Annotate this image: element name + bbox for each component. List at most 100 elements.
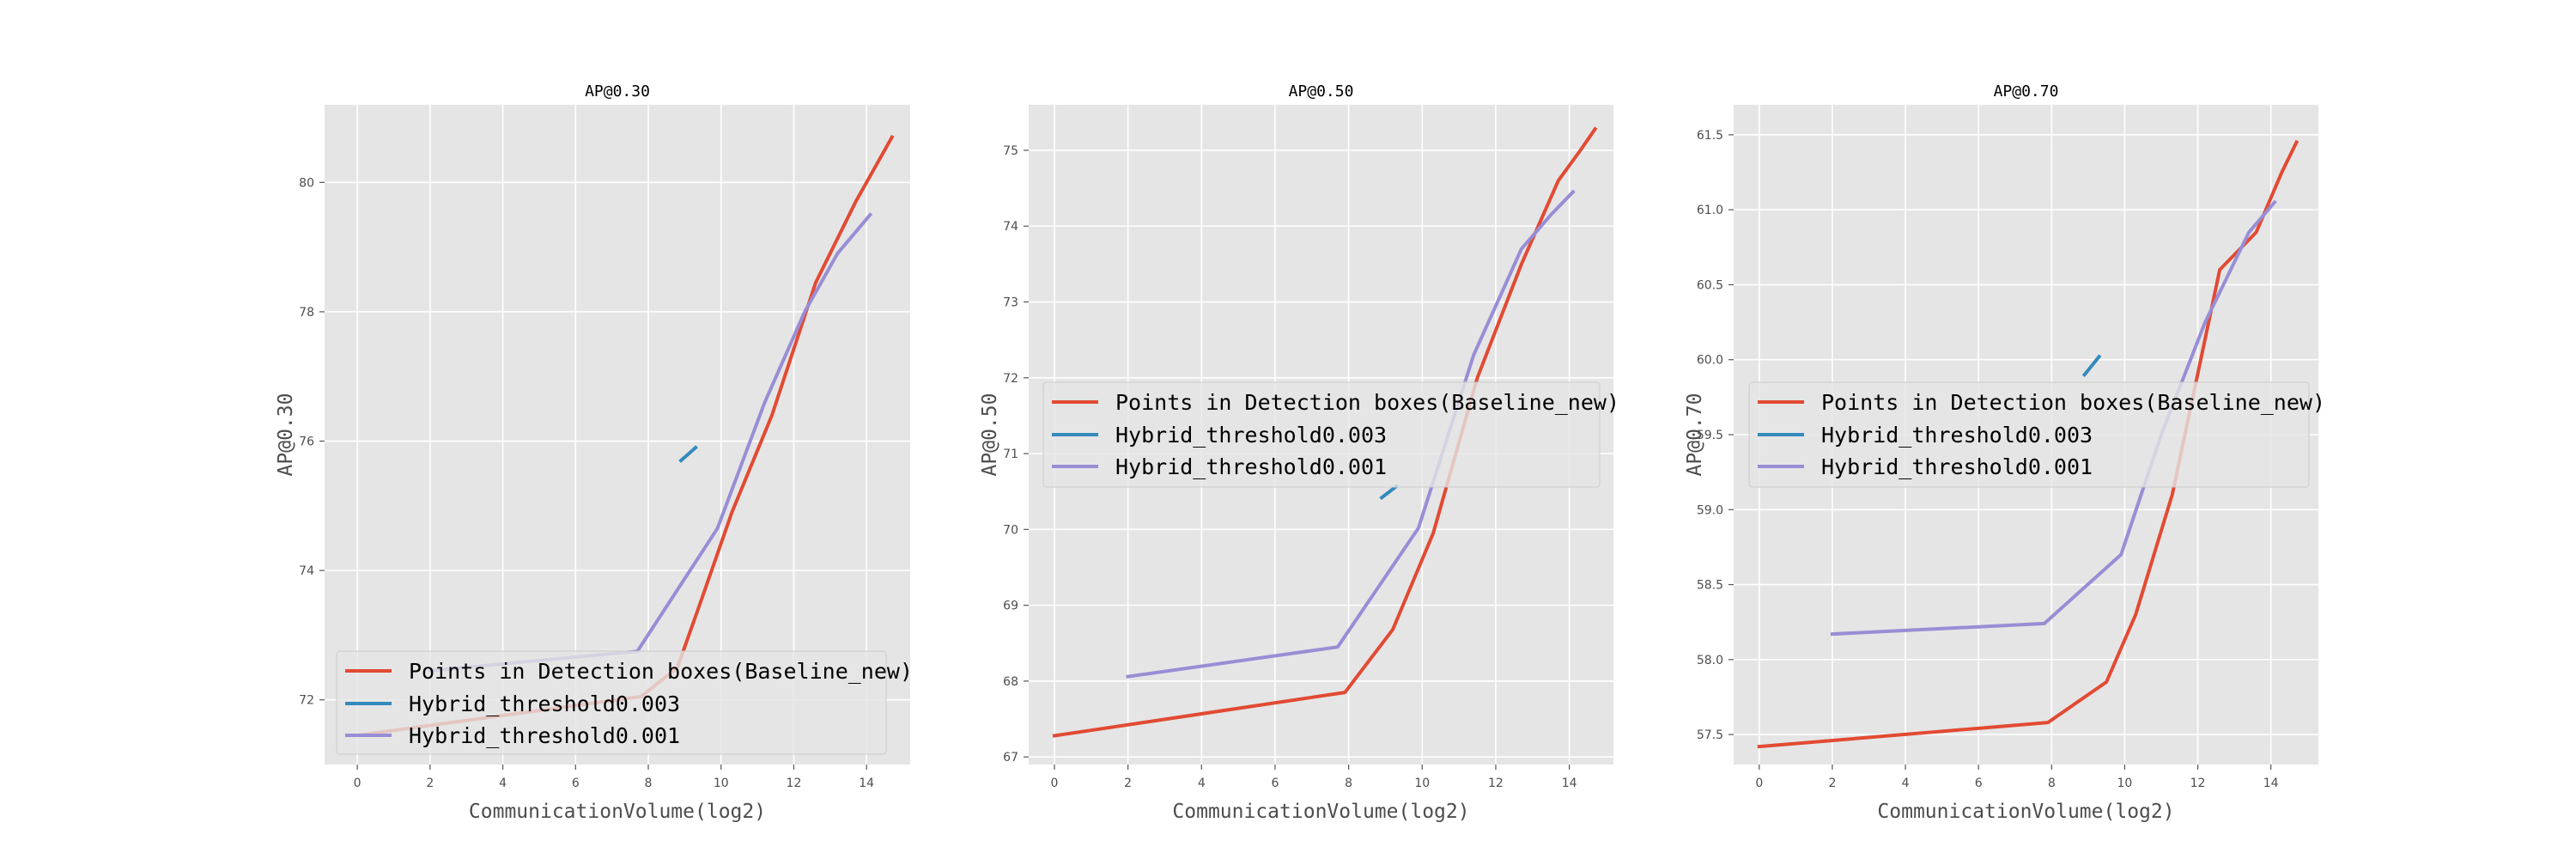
data-point — [803, 310, 806, 314]
y-tick-label: 67 — [1003, 751, 1018, 765]
data-point — [694, 446, 697, 449]
x-axis-label: CommunicationVolume(log2) — [1877, 801, 2174, 823]
y-tick-label: 61.5 — [1697, 129, 1723, 143]
y-tick-label: 59.0 — [1697, 503, 1723, 517]
data-point — [2218, 268, 2221, 271]
x-tick-label: 2 — [1124, 777, 1132, 790]
legend-label: Points in Detection boxes(Baseline_new) — [409, 659, 913, 684]
data-point — [1831, 632, 1834, 636]
legend: Points in Detection boxes(Baseline_new) H… — [1042, 381, 1619, 488]
data-point — [1391, 628, 1394, 631]
y-tick-label: 75 — [1003, 144, 1018, 158]
x-axis-label: CommunicationVolume(log2) — [1172, 801, 1469, 823]
legend-box — [336, 650, 887, 755]
data-point — [2294, 141, 2298, 144]
subplot-2: 0 2 4 6 8 10 12 14676869707172737475AP@0.50Comm… — [979, 82, 1619, 823]
data-point — [2083, 373, 2087, 376]
x-tick-label: 0 — [1755, 777, 1763, 790]
y-tick-label: 57.5 — [1697, 728, 1723, 742]
data-point — [1476, 376, 1479, 380]
data-point — [697, 605, 701, 608]
legend-label: Hybrid_threshold0.001 — [1821, 454, 2093, 479]
data-point — [2134, 612, 2137, 616]
legend-label: Points in Detection boxes(Baseline_new) — [1115, 390, 1619, 415]
x-tick-label: 12 — [787, 777, 802, 790]
data-point — [2273, 200, 2276, 204]
legend-label: Points in Detection boxes(Baseline_new) — [1821, 390, 2325, 415]
y-tick-label: 73 — [1003, 296, 1018, 310]
y-tick-label: 71 — [1003, 448, 1018, 461]
data-point — [2247, 230, 2251, 234]
data-point — [1343, 691, 1346, 694]
x-tick-label: 10 — [714, 777, 729, 790]
data-point — [2098, 355, 2101, 358]
chart-title: AP@0.50 — [1289, 82, 1354, 101]
x-tick-label: 6 — [1272, 777, 1279, 790]
y-tick-label: 58.5 — [1697, 579, 1723, 593]
y-tick-label: 61.0 — [1697, 204, 1723, 217]
data-point — [1472, 353, 1475, 356]
subplot-3: 0 2 4 6 8 10 12 14 57.5 58.0 58.5 59.0 59.5 60.0 60.5 6… — [1684, 82, 2325, 823]
data-point — [2046, 721, 2050, 724]
x-axis-label: CommunicationVolume(log2) — [469, 801, 766, 823]
data-point — [2105, 680, 2108, 684]
series-line-2 — [2081, 354, 2102, 378]
data-point — [1594, 127, 1597, 131]
data-point — [770, 413, 774, 417]
data-point — [1549, 213, 1552, 216]
x-tick-label: 10 — [2117, 777, 2133, 790]
legend-label: Hybrid_threshold0.003 — [1115, 423, 1387, 448]
data-point — [715, 527, 719, 530]
legend-label: Hybrid_threshold0.001 — [409, 723, 680, 748]
y-axis-label: AP@0.30 — [275, 393, 297, 477]
y-tick-label: 70 — [1003, 523, 1018, 537]
legend-label: Hybrid_threshold0.003 — [1821, 423, 2093, 448]
chart-title: AP@0.30 — [585, 82, 650, 101]
x-tick-label: 8 — [645, 777, 653, 790]
x-tick-label: 8 — [1345, 777, 1352, 790]
data-point — [2043, 622, 2046, 625]
x-tick-label: 2 — [1828, 777, 1836, 790]
x-tick-label: 4 — [499, 777, 507, 790]
data-point — [2119, 553, 2123, 557]
legend-box — [1042, 381, 1601, 488]
data-point — [814, 281, 817, 284]
data-point — [763, 400, 767, 404]
data-point — [1520, 247, 1523, 251]
y-tick-label: 68 — [1003, 675, 1018, 689]
y-axis-label: AP@0.50 — [979, 393, 1001, 477]
data-point — [679, 459, 683, 462]
data-point — [1417, 527, 1420, 530]
y-tick-label: 74 — [299, 564, 314, 578]
y-tick-label: 78 — [299, 306, 314, 320]
x-tick-label: 2 — [426, 777, 434, 790]
data-point — [854, 200, 857, 204]
data-point — [1380, 496, 1383, 499]
y-tick-label: 74 — [1003, 220, 1018, 234]
data-point — [1127, 675, 1130, 679]
data-point — [1578, 149, 1582, 152]
data-point — [2171, 493, 2174, 497]
x-tick-label: 4 — [1198, 777, 1206, 790]
data-point — [890, 136, 894, 139]
x-tick-label: 10 — [1414, 777, 1430, 790]
data-point — [2203, 320, 2207, 324]
data-point — [1557, 179, 1560, 182]
x-tick-label: 0 — [354, 777, 361, 790]
y-tick-label: 72 — [1003, 372, 1018, 386]
x-tick-label: 14 — [1562, 777, 1577, 790]
x-tick-label: 8 — [2048, 777, 2056, 790]
x-tick-label: 6 — [1975, 777, 1983, 790]
data-point — [1336, 645, 1340, 649]
y-tick-label: 76 — [299, 436, 314, 449]
x-tick-label: 4 — [1902, 777, 1910, 790]
data-point — [1053, 734, 1056, 737]
x-tick-label: 12 — [1488, 777, 1504, 790]
x-tick-label: 14 — [859, 777, 874, 790]
y-tick-label: 60.0 — [1697, 354, 1723, 368]
series-line-2 — [678, 445, 698, 463]
legend: Points in Detection boxes(Baseline_new) H… — [336, 650, 913, 755]
x-tick-label: 14 — [2263, 777, 2279, 790]
legend-box — [1748, 381, 2310, 488]
